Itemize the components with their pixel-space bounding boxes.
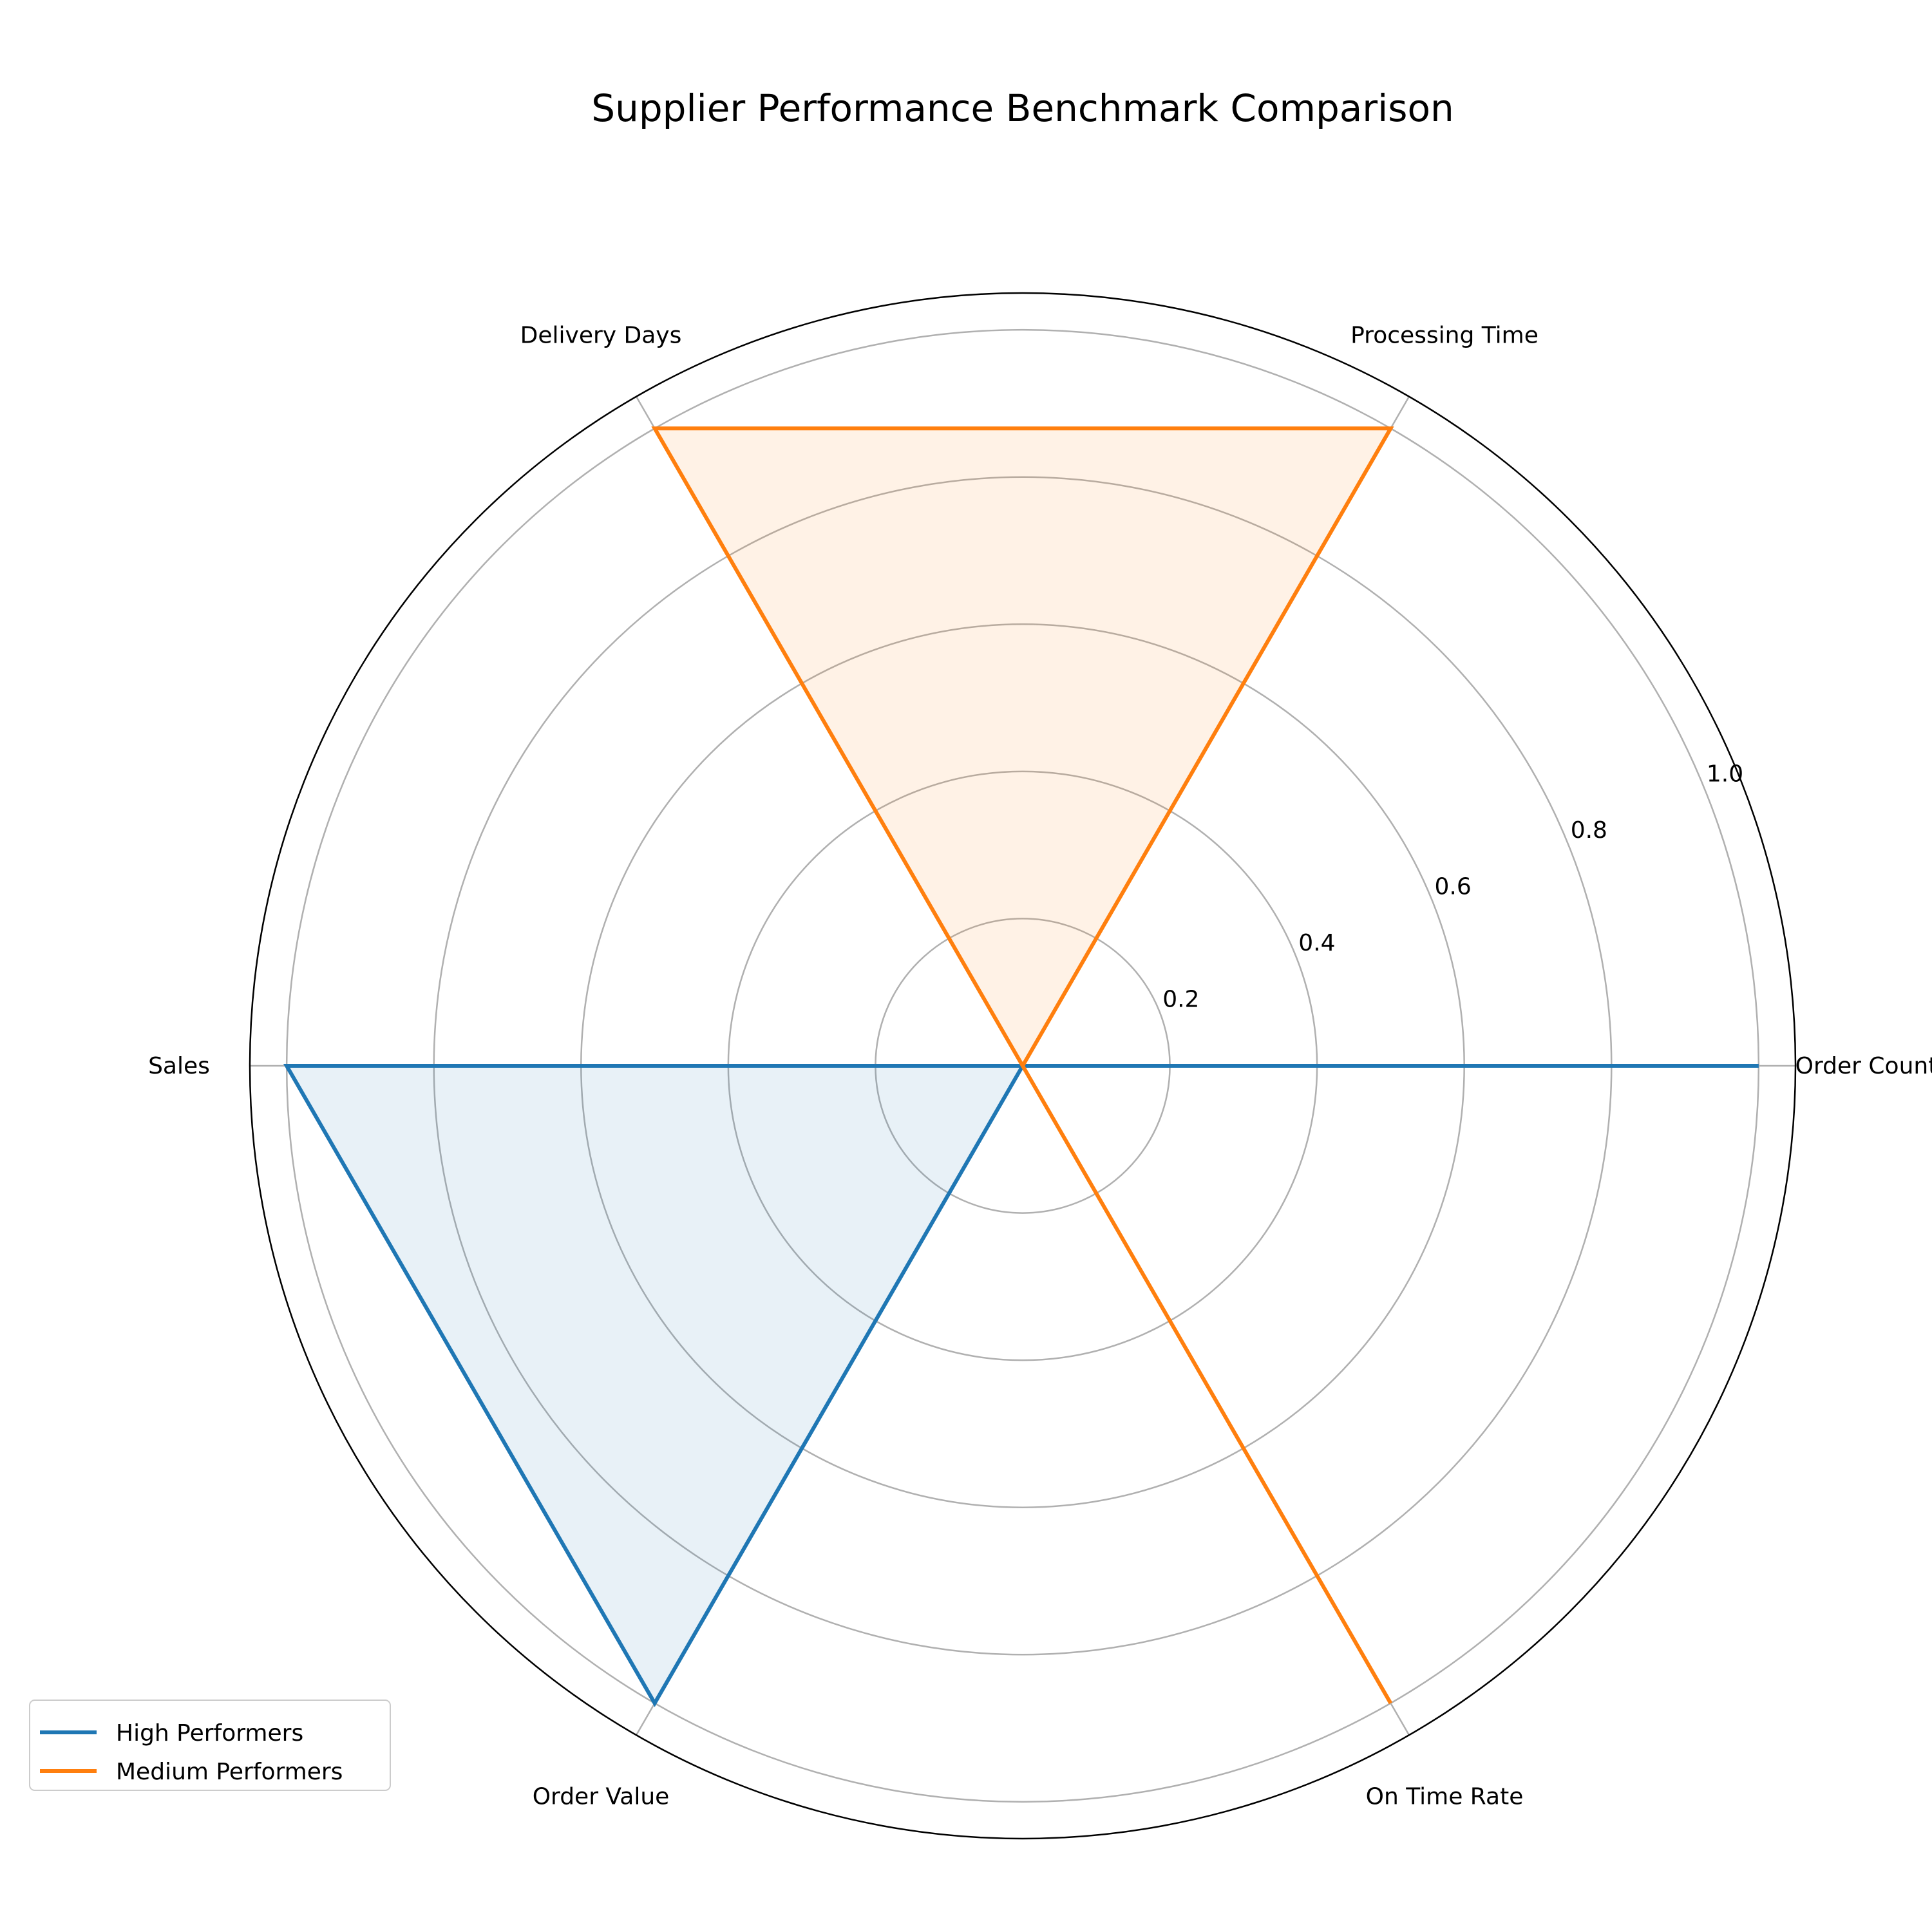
category-label-3: Sales: [148, 1053, 210, 1079]
category-label-5: On Time Rate: [1366, 1784, 1524, 1810]
series-line-0: [283, 1064, 1759, 1707]
series-group: [283, 426, 1759, 1707]
series-line-1: [651, 426, 1394, 1705]
chart-title: Supplier Performance Benchmark Compariso…: [591, 86, 1454, 130]
radial-tick-label-1: 0.4: [1298, 930, 1335, 956]
category-label-4: Order Value: [533, 1784, 670, 1810]
polar-frame: [249, 292, 1797, 1840]
legend: High Performers Medium Performers: [29, 1700, 391, 1791]
radial-tick-label-0: 0.2: [1162, 987, 1199, 1013]
radial-tick-labels: 0.2 0.4 0.6 0.8 1.0: [1162, 761, 1743, 1013]
radial-tick-label-2: 0.6: [1435, 874, 1472, 900]
legend-label-0: High Performers: [116, 1720, 303, 1747]
category-label-2: Delivery Days: [520, 323, 682, 349]
category-labels: Order Count Processing Time Delivery Days S…: [148, 323, 1932, 1810]
radial-tick-label-3: 0.8: [1571, 817, 1607, 844]
category-label-0: Order Count: [1795, 1053, 1932, 1079]
legend-label-1: Medium Performers: [116, 1759, 343, 1785]
radial-tick-label-4: 1.0: [1707, 761, 1743, 788]
series-fill-0: [287, 1066, 1759, 1703]
legend-box: [29, 1700, 391, 1791]
category-label-1: Processing Time: [1350, 323, 1539, 349]
